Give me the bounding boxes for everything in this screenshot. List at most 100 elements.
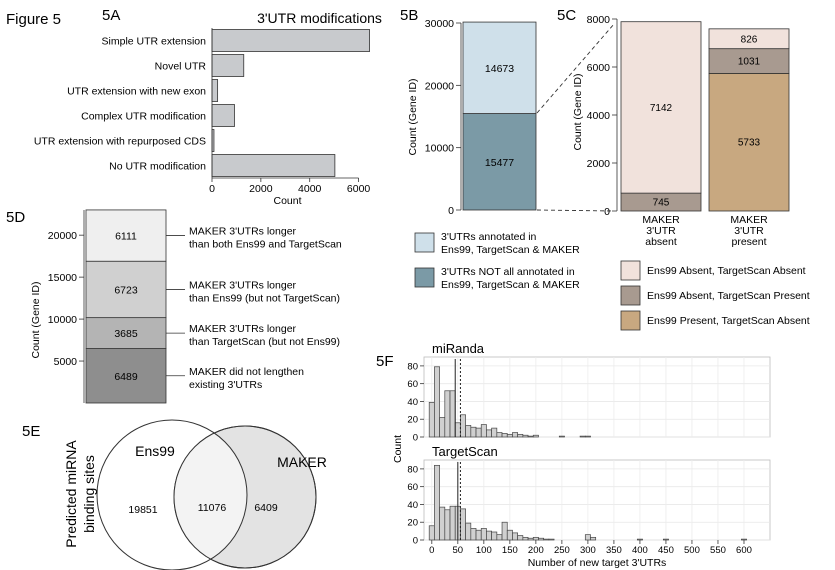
y-axis-label: Count <box>392 435 404 463</box>
venn-value-ens99-only: 19851 <box>128 504 157 516</box>
connector-line <box>536 209 615 212</box>
histogram-bar <box>491 531 498 541</box>
histogram-bar <box>439 417 446 438</box>
histogram-bar <box>662 538 669 541</box>
histogram-bar <box>480 424 487 438</box>
panel-5c: 7457142MAKER3'UTRabsent57331031826MAKER3… <box>572 14 810 331</box>
segment-value-label: 6489 <box>114 371 138 383</box>
histogram-bar <box>470 528 477 541</box>
y-tick-label: 8000 <box>587 14 611 26</box>
y-tick-label: 30000 <box>425 18 454 30</box>
bar-segment-2 <box>85 317 167 349</box>
x-tick-label: 350 <box>606 545 622 556</box>
bar-segment-ens99-present-targetscan-absent <box>708 73 790 212</box>
subplot-title-miranda: miRanda <box>432 341 485 356</box>
x-tick-label: 0 <box>429 545 434 556</box>
panel-5b: 15477 14673 0 10000 20000 30000 Count (Gene ID… <box>407 18 580 291</box>
legend-swatch <box>620 285 641 306</box>
y-axis-label: Count (Gene ID) <box>30 281 42 358</box>
histogram-bar <box>491 427 498 438</box>
panel-label-5b: 5B <box>400 7 418 24</box>
legend-swatch <box>414 267 435 288</box>
y-tick-label: 10000 <box>48 314 77 326</box>
x-tick-label: 2000 <box>249 183 273 195</box>
venn-y-label: binding sites <box>81 455 97 533</box>
y-tick-label: 80 <box>407 361 418 372</box>
bar-simple-utr-extension <box>211 29 370 52</box>
panel-5a: 3'UTR modifications Simple UTR extension N… <box>34 10 382 207</box>
histogram-bar <box>522 536 529 541</box>
panel-label-5d: 5D <box>6 209 25 226</box>
bar-segment-ens99-absent-targetscan-absent <box>708 28 790 50</box>
histogram-bar <box>465 522 472 541</box>
histogram-bar <box>741 538 747 541</box>
venn-value-both: 11076 <box>198 502 227 514</box>
venn-value-maker-only: 6409 <box>254 502 278 514</box>
category-label: Complex UTR modification <box>81 111 206 123</box>
segment-value-label: 7142 <box>650 103 673 114</box>
histogram-bar <box>496 432 503 438</box>
y-axis-label: Count (Gene ID) <box>407 78 419 155</box>
legend-label: 3'UTRs annotated in <box>441 231 537 243</box>
histogram-bar <box>460 508 466 541</box>
annotation-label: MAKER 3'UTRs longer <box>189 226 297 238</box>
panel-label-5a: 5A <box>102 7 120 24</box>
histogram-bar <box>517 535 524 541</box>
bar-novel-utr <box>211 54 245 77</box>
segment-value-label: 6111 <box>115 231 137 243</box>
panel-label-5e: 5E <box>22 423 40 440</box>
category-label: UTR extension with new exon <box>67 86 206 98</box>
legend-swatch <box>620 260 641 281</box>
segment-value-label: 3685 <box>114 328 138 340</box>
x-axis-label: Count <box>273 195 301 207</box>
segment-value-label: 1031 <box>738 57 761 68</box>
histogram-bar <box>496 534 503 541</box>
histogram-bar <box>522 434 529 438</box>
segment-value-label: 745 <box>653 198 670 209</box>
x-category-label: absent <box>645 236 677 248</box>
x-tick-label: 300 <box>580 545 596 556</box>
histogram-bar <box>470 426 477 438</box>
y-tick-label: 20 <box>407 518 418 529</box>
histogram-bar <box>548 538 555 541</box>
histogram-bar <box>454 422 461 438</box>
plot-area-targetscan <box>423 459 771 541</box>
x-tick-label: 100 <box>476 545 492 556</box>
y-tick-label: 2000 <box>587 158 611 170</box>
panel-5f: 0 20 40 60 80 miRanda 0 20 40 60 80 TargetScan 0 50 10… <box>392 341 771 569</box>
venn-intersection <box>174 426 247 568</box>
x-tick-label: 50 <box>453 545 464 556</box>
histogram-bar <box>517 433 524 438</box>
x-tick-label: 500 <box>684 545 700 556</box>
histogram-bar <box>584 534 591 541</box>
y-tick-label: 4000 <box>587 110 611 122</box>
histogram-bar <box>506 433 513 438</box>
histogram-bar <box>480 528 487 541</box>
histogram-bar <box>428 401 435 438</box>
bar-segment-4 <box>85 209 167 262</box>
bar-segment-2 <box>462 21 537 114</box>
venn-set-label-maker: MAKER <box>277 454 327 470</box>
y-tick-label: 20000 <box>425 80 454 92</box>
histogram-bar <box>475 427 482 438</box>
y-axis-label: Count (Gene ID) <box>572 73 584 150</box>
y-tick-label: 40 <box>407 500 418 511</box>
legend-label: Ens99 Absent, TargetScan Absent <box>647 265 806 277</box>
histogram-bar <box>636 538 643 541</box>
legend-swatch <box>414 232 435 253</box>
bar-utr-extension-with-new-exon <box>211 79 219 102</box>
x-tick-label: 150 <box>502 545 518 556</box>
y-tick-label: 6000 <box>587 62 611 74</box>
panel-label-5f: 5F <box>376 353 394 370</box>
y-tick-label: 0 <box>448 205 454 217</box>
x-tick-label: 250 <box>554 545 570 556</box>
annotation-label: than Ens99 (but not TargetScan) <box>189 292 340 304</box>
plot-area-miranda <box>423 356 771 438</box>
x-tick-label: 0 <box>209 183 215 195</box>
segment-value-label: 826 <box>741 34 758 45</box>
histogram-bar <box>512 532 519 541</box>
histogram-bar <box>532 434 539 438</box>
annotation-label: than TargetScan (but not Ens99) <box>189 336 340 348</box>
annotation-label: MAKER 3'UTRs longer <box>189 323 297 335</box>
